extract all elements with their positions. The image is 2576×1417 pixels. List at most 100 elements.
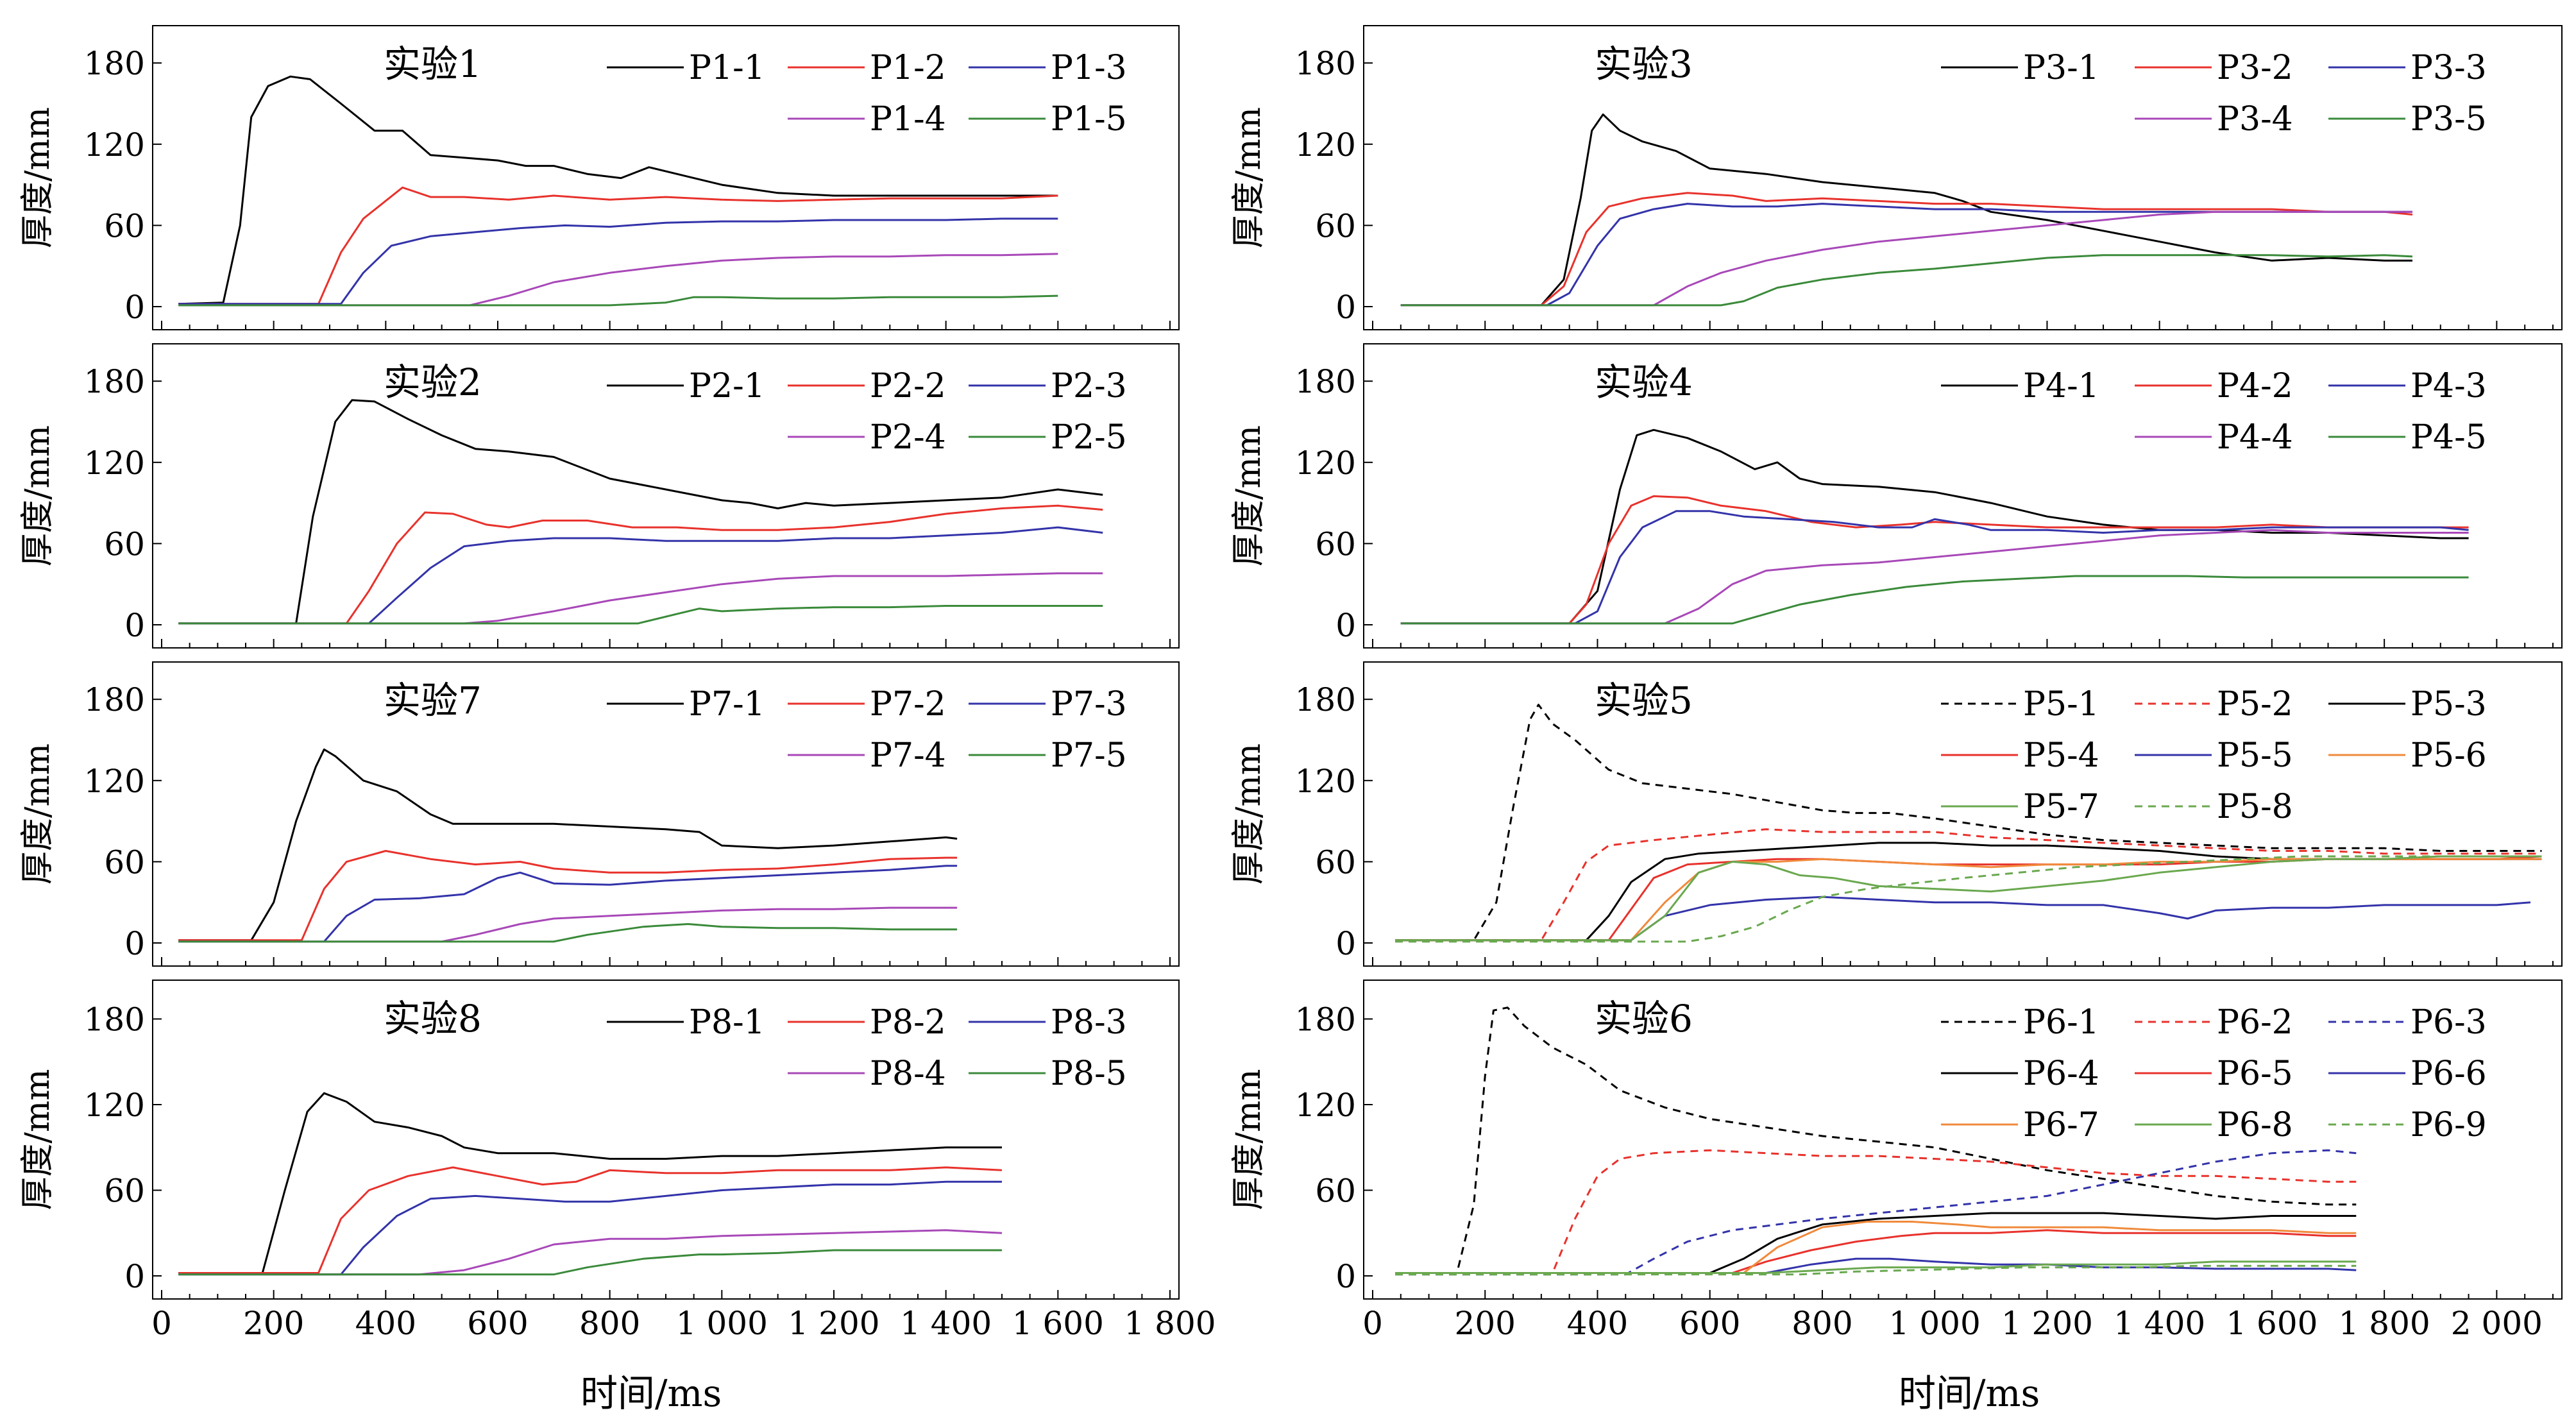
y-tick-label: 120 bbox=[1295, 445, 1356, 482]
series-line bbox=[1395, 1260, 2357, 1274]
legend-label: P5-3 bbox=[2411, 685, 2487, 724]
legend-label: P2-4 bbox=[870, 418, 946, 457]
y-tick-label: 0 bbox=[1335, 1258, 1356, 1295]
x-tick-label: 1 000 bbox=[1889, 1305, 1981, 1342]
legend-label: P4-2 bbox=[2217, 367, 2293, 405]
legend-label: P4-4 bbox=[2217, 418, 2293, 457]
x-tick-label: 1 400 bbox=[2114, 1305, 2205, 1342]
y-tick-label: 60 bbox=[1315, 1173, 1356, 1210]
legend-label: P5-5 bbox=[2217, 736, 2293, 775]
series-line bbox=[178, 75, 1058, 305]
x-tick-label: 0 bbox=[1362, 1305, 1383, 1342]
series-line bbox=[178, 217, 1058, 305]
y-tick-label: 0 bbox=[1335, 289, 1356, 326]
x-tick-label: 600 bbox=[1679, 1305, 1740, 1342]
y-tick-label: 120 bbox=[84, 763, 145, 800]
series-line bbox=[1400, 529, 2469, 625]
series-line bbox=[1395, 704, 2542, 942]
x-axis-label-left: 时间/ms bbox=[580, 1371, 722, 1415]
plot-frame bbox=[152, 25, 1180, 330]
x-tick-label: 1 600 bbox=[1012, 1305, 1104, 1342]
y-tick-label: 120 bbox=[84, 126, 145, 164]
x-tick-label: 1 800 bbox=[2339, 1305, 2430, 1342]
series-line bbox=[178, 850, 958, 942]
x-tick-label: 600 bbox=[467, 1305, 528, 1342]
y-tick-label: 0 bbox=[1335, 607, 1356, 644]
series-line bbox=[1395, 1149, 2357, 1276]
legend-label: P5-2 bbox=[2217, 685, 2293, 724]
legend-label: P3-3 bbox=[2411, 49, 2487, 87]
series-line bbox=[178, 526, 1103, 625]
series-line bbox=[178, 253, 1058, 307]
x-tick-label: 200 bbox=[243, 1305, 304, 1342]
legend-label: P6-1 bbox=[2023, 1003, 2099, 1042]
legend-label: P3-1 bbox=[2023, 49, 2099, 87]
series-line bbox=[1395, 1221, 2357, 1274]
plot-frame bbox=[152, 661, 1180, 967]
series-line bbox=[1400, 575, 2469, 625]
series-line bbox=[178, 1229, 1003, 1276]
series-line bbox=[1400, 113, 2412, 307]
legend-label: P6-2 bbox=[2217, 1003, 2293, 1042]
y-axis-label: 厚度/mm bbox=[1230, 743, 1268, 885]
y-tick-label: 60 bbox=[104, 207, 145, 244]
legend-label: P5-6 bbox=[2411, 736, 2487, 775]
chart-panel: 0 60 120 180 厚度/mm 实验1 P1-1 P1-2 P1-3 P1-4 P1-5 bbox=[19, 25, 1180, 330]
y-tick-label: 180 bbox=[84, 681, 145, 718]
series-line bbox=[178, 865, 958, 943]
legend-label: P4-1 bbox=[2023, 367, 2099, 405]
legend-label: P8-1 bbox=[689, 1003, 765, 1042]
series-line bbox=[1395, 1257, 2357, 1274]
series-line bbox=[178, 923, 958, 943]
plot-frame bbox=[1363, 661, 2563, 967]
series-line bbox=[1400, 510, 2469, 625]
legend-label: P2-1 bbox=[689, 367, 765, 405]
chart-title: 实验1 bbox=[384, 42, 482, 86]
legend-label: P1-5 bbox=[1051, 100, 1127, 139]
y-tick-label: 0 bbox=[124, 1258, 145, 1295]
legend-label: P7-3 bbox=[1051, 685, 1127, 724]
y-tick-label: 120 bbox=[1295, 1087, 1356, 1124]
series-line bbox=[1395, 855, 2542, 943]
y-axis-label: 厚度/mm bbox=[19, 107, 57, 248]
legend-label: P7-4 bbox=[870, 736, 946, 775]
y-axis-label: 厚度/mm bbox=[1230, 107, 1268, 248]
x-tick-label: 800 bbox=[579, 1305, 640, 1342]
y-tick-label: 120 bbox=[84, 1087, 145, 1124]
series-line bbox=[1400, 192, 2413, 307]
series-line bbox=[178, 504, 1103, 625]
series-line bbox=[1395, 842, 2542, 942]
legend-label: P2-3 bbox=[1051, 367, 1127, 405]
plot-frame bbox=[1363, 25, 2563, 330]
legend-label: P8-5 bbox=[1051, 1055, 1127, 1093]
series-line bbox=[1395, 1229, 2357, 1274]
x-axis-label-right: 时间/ms bbox=[1899, 1371, 2040, 1415]
legend-label: P7-5 bbox=[1051, 736, 1127, 775]
series-line bbox=[178, 572, 1103, 625]
legend-label: P1-2 bbox=[870, 49, 946, 87]
series-line bbox=[178, 1180, 1002, 1276]
chart-panel: 0 60 120 180 厚度/mm 实验3 P3-1 P3-2 P3-3 P3-4 P3-5 bbox=[1230, 25, 2563, 330]
legend-label: P2-2 bbox=[870, 367, 946, 405]
legend-label: P5-1 bbox=[2023, 685, 2099, 724]
legend-label: P1-3 bbox=[1051, 49, 1127, 87]
y-tick-label: 60 bbox=[104, 1173, 145, 1210]
x-tick-label: 1 400 bbox=[900, 1305, 992, 1342]
series-line bbox=[1395, 1006, 2357, 1274]
legend-label: P6-9 bbox=[2411, 1106, 2487, 1144]
y-tick-label: 0 bbox=[124, 607, 145, 644]
plot-frame bbox=[152, 980, 1180, 1300]
series-line bbox=[178, 906, 958, 943]
legend-label: P8-3 bbox=[1051, 1003, 1127, 1042]
x-tick-label: 1 600 bbox=[2226, 1305, 2318, 1342]
y-tick-label: 0 bbox=[124, 289, 145, 326]
y-axis-label: 厚度/mm bbox=[19, 743, 57, 885]
y-axis-label: 厚度/mm bbox=[19, 425, 57, 566]
legend-label: P6-3 bbox=[2411, 1003, 2487, 1042]
y-axis-label: 厚度/mm bbox=[19, 1069, 57, 1210]
legend-label: P7-2 bbox=[870, 685, 946, 724]
y-tick-label: 180 bbox=[1295, 45, 1356, 82]
series-line bbox=[178, 294, 1058, 307]
legend-label: P7-1 bbox=[689, 685, 765, 724]
